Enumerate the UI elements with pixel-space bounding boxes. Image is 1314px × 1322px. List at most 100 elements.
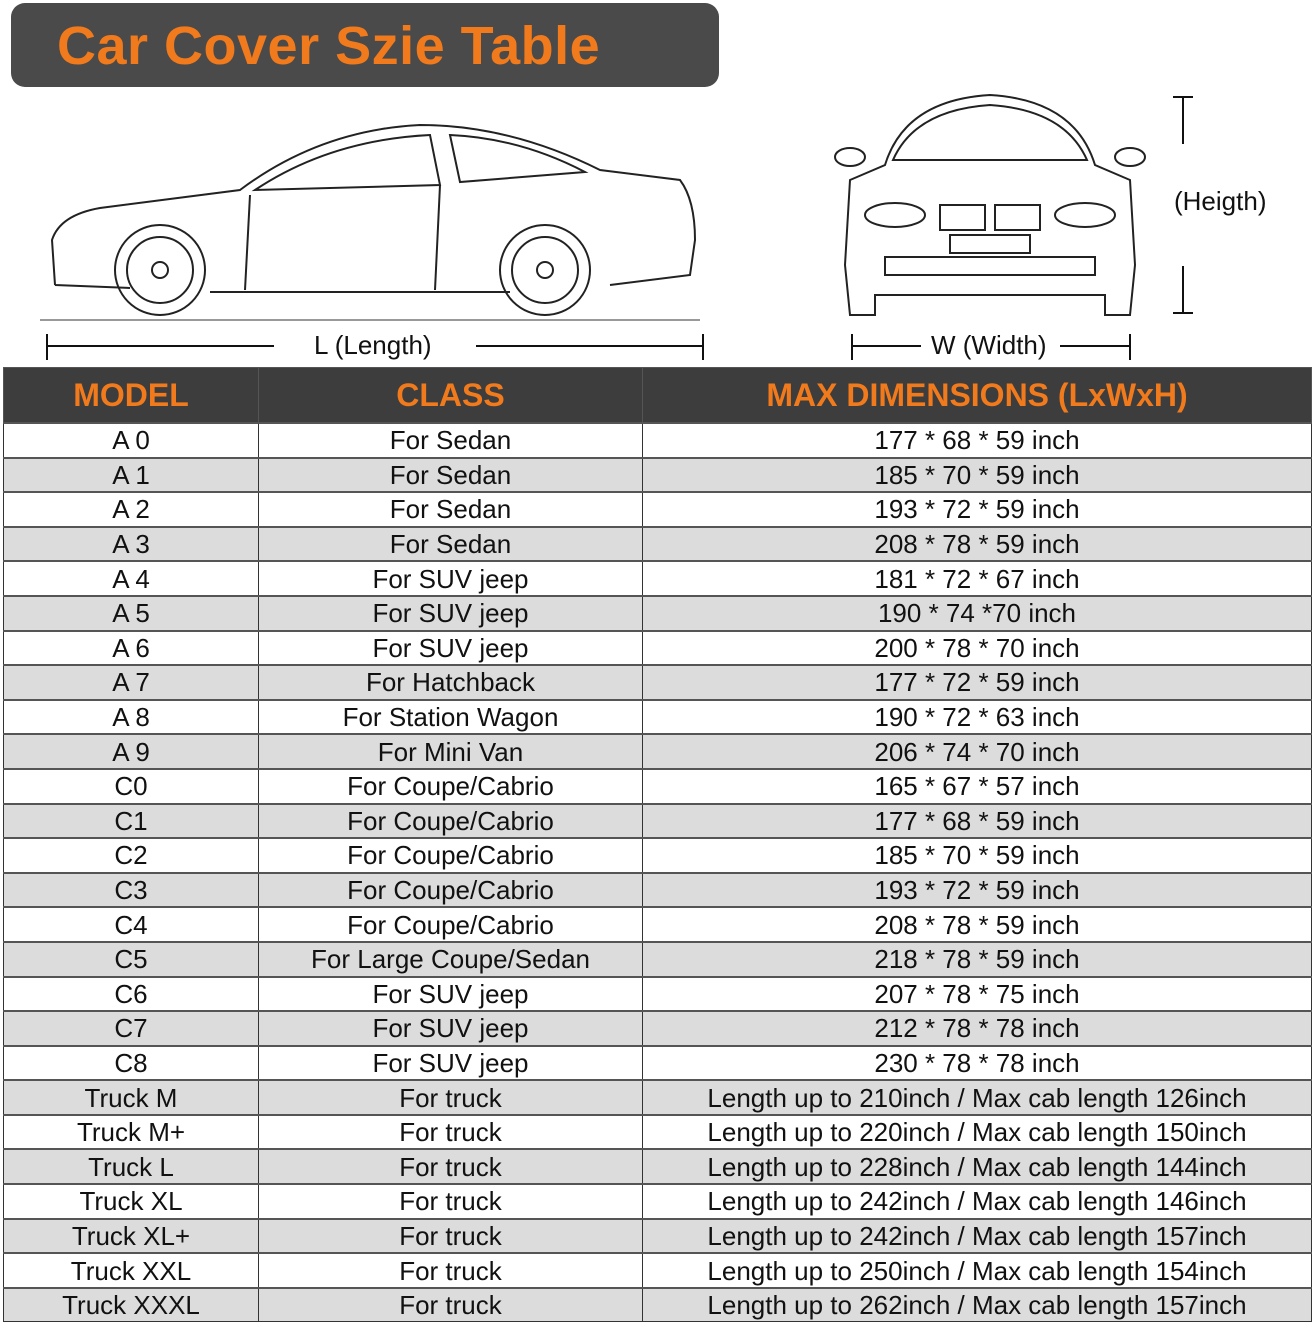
cell-class: For Sedan <box>258 456 643 493</box>
table-row: Truck XL+ For truck Length up to 242inch /… <box>3 1217 1312 1254</box>
cell-dimensions: 177 * 68 * 59 inch <box>642 802 1312 839</box>
cell-model: A 2 <box>3 491 259 528</box>
cell-class: For SUV jeep <box>258 629 643 666</box>
cell-model: C6 <box>3 975 259 1012</box>
cell-model: A 7 <box>3 664 259 701</box>
cell-class: For Coupe/Cabrio <box>258 906 643 943</box>
table-row: Truck M+ For truck Length up to 220inch / … <box>3 1113 1312 1150</box>
width-line-left <box>851 345 921 347</box>
height-line-top <box>1182 96 1184 144</box>
height-marker-bottom <box>1173 312 1193 314</box>
table-row: A 7 For Hatchback 177 * 72 * 59 inch <box>3 664 1312 701</box>
cell-class: For truck <box>258 1217 643 1254</box>
width-line-right <box>1060 345 1130 347</box>
cell-model: A 5 <box>3 594 259 632</box>
cell-class: For truck <box>258 1113 643 1150</box>
cell-dimensions: 181 * 72 * 67 inch <box>642 560 1312 597</box>
cell-class: For SUV jeep <box>258 1010 643 1047</box>
cell-model: C8 <box>3 1044 259 1081</box>
cell-dimensions: Length up to 210inch / Max cab length 12… <box>642 1079 1312 1116</box>
height-line-bottom <box>1182 266 1184 314</box>
cell-class: For Coupe/Cabrio <box>258 871 643 908</box>
cell-model: C0 <box>3 767 259 805</box>
cell-class: For Sedan <box>258 422 643 459</box>
cell-dimensions: Length up to 242inch / Max cab length 14… <box>642 1183 1312 1220</box>
table-row: C3 For Coupe/Cabrio 193 * 72 * 59 inch <box>3 871 1312 908</box>
cell-dimensions: Length up to 220inch / Max cab length 15… <box>642 1113 1312 1150</box>
cell-model: C7 <box>3 1010 259 1047</box>
table-row: A 2 For Sedan 193 * 72 * 59 inch <box>3 491 1312 528</box>
length-label: L (Length) <box>314 330 432 360</box>
cell-dimensions: 218 * 78 * 59 inch <box>642 940 1312 977</box>
cell-model: A 1 <box>3 456 259 493</box>
cell-dimensions: Length up to 262inch / Max cab length 15… <box>642 1286 1312 1322</box>
cell-class: For SUV jeep <box>258 1044 643 1081</box>
table-row: Truck L For truck Length up to 228inch / M… <box>3 1148 1312 1185</box>
length-line-left <box>46 345 274 347</box>
table-row: C2 For Coupe/Cabrio 185 * 70 * 59 inch <box>3 837 1312 874</box>
cell-class: For SUV jeep <box>258 560 643 597</box>
cell-model: A 8 <box>3 698 259 735</box>
cell-dimensions: 208 * 78 * 59 inch <box>642 906 1312 943</box>
header-model: MODEL <box>3 367 259 424</box>
cell-model: C4 <box>3 906 259 943</box>
title-banner: Car Cover Szie Table <box>11 3 719 87</box>
table-header: MODEL CLASS MAX DIMENSIONS (LxWxH) <box>3 367 1312 424</box>
cell-class: For truck <box>258 1079 643 1116</box>
car-front-illustration <box>834 93 1146 316</box>
cell-dimensions: 185 * 70 * 59 inch <box>642 837 1312 874</box>
header-class: CLASS <box>258 367 643 424</box>
cell-model: Truck M+ <box>3 1113 259 1150</box>
table-row: C4 For Coupe/Cabrio 208 * 78 * 59 inch <box>3 906 1312 943</box>
table-row: C8 For SUV jeep 230 * 78 * 78 inch <box>3 1044 1312 1081</box>
header-dimensions: MAX DIMENSIONS (LxWxH) <box>642 367 1312 424</box>
cell-dimensions: 207 * 78 * 75 inch <box>642 975 1312 1012</box>
cell-class: For Coupe/Cabrio <box>258 837 643 874</box>
cell-class: For truck <box>258 1252 643 1289</box>
cell-class: For Large Coupe/Sedan <box>258 940 643 977</box>
width-label: W (Width) <box>931 330 1047 360</box>
table-row: Truck XXL For truck Length up to 250inch /… <box>3 1252 1312 1289</box>
table-row: C0 For Coupe/Cabrio 165 * 67 * 57 inch <box>3 767 1312 805</box>
length-line-right <box>476 345 704 347</box>
cell-model: C1 <box>3 802 259 839</box>
table-row: A 6 For SUV jeep 200 * 78 * 70 inch <box>3 629 1312 666</box>
cell-class: For Sedan <box>258 491 643 528</box>
cell-model: A 3 <box>3 525 259 562</box>
cell-model: Truck XXXL <box>3 1286 259 1322</box>
cell-model: Truck XL <box>3 1183 259 1220</box>
table-row: A 9 For Mini Van 206 * 74 * 70 inch <box>3 733 1312 770</box>
table-row: A 0 For Sedan 177 * 68 * 59 inch <box>3 422 1312 459</box>
cell-dimensions: 190 * 74 *70 inch <box>642 594 1312 632</box>
cell-model: C5 <box>3 940 259 977</box>
cell-model: C3 <box>3 871 259 908</box>
table-row: Truck M For truck Length up to 210inch / M… <box>3 1079 1312 1116</box>
cell-dimensions: 230 * 78 * 78 inch <box>642 1044 1312 1081</box>
table-row: A 3 For Sedan 208 * 78 * 59 inch <box>3 525 1312 562</box>
page-title: Car Cover Szie Table <box>57 16 601 76</box>
cell-dimensions: 193 * 72 * 59 inch <box>642 491 1312 528</box>
table-row: Truck XL For truck Length up to 242inch / … <box>3 1183 1312 1220</box>
cell-class: For Hatchback <box>258 664 643 701</box>
cell-class: For Mini Van <box>258 733 643 770</box>
table-row: A 5 For SUV jeep 190 * 74 *70 inch <box>3 594 1312 632</box>
cell-class: For Coupe/Cabrio <box>258 802 643 839</box>
cell-class: For truck <box>258 1286 643 1322</box>
cell-dimensions: 185 * 70 * 59 inch <box>642 456 1312 493</box>
car-side-illustration <box>40 123 700 321</box>
cell-model: Truck L <box>3 1148 259 1185</box>
cell-model: A 4 <box>3 560 259 597</box>
cell-model: Truck M <box>3 1079 259 1116</box>
length-marker-right <box>702 334 704 360</box>
cell-dimensions: Length up to 242inch / Max cab length 15… <box>642 1217 1312 1254</box>
table-row: Truck XXXL For truck Length up to 262inch … <box>3 1286 1312 1322</box>
table-row: C1 For Coupe/Cabrio 177 * 68 * 59 inch <box>3 802 1312 839</box>
cell-dimensions: 212 * 78 * 78 inch <box>642 1010 1312 1047</box>
cell-dimensions: 177 * 72 * 59 inch <box>642 664 1312 701</box>
size-table: MODEL CLASS MAX DIMENSIONS (LxWxH) A 0 Fo… <box>3 367 1312 1322</box>
cell-dimensions: 206 * 74 * 70 inch <box>642 733 1312 770</box>
cell-class: For Station Wagon <box>258 698 643 735</box>
cell-model: A 6 <box>3 629 259 666</box>
table-row: C7 For SUV jeep 212 * 78 * 78 inch <box>3 1010 1312 1047</box>
height-label: (Heigth) <box>1174 186 1267 216</box>
